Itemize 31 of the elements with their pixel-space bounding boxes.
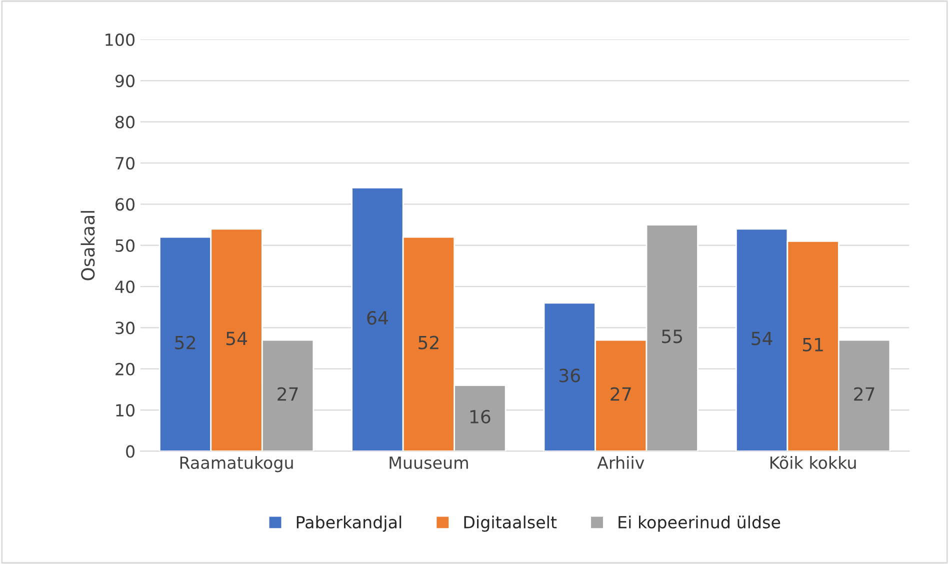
- y-axis-title: Osakaal: [80, 211, 95, 280]
- data-label: 27: [854, 387, 874, 401]
- y-tick-label: 10: [116, 404, 134, 417]
- y-tick-label: 80: [116, 116, 134, 128]
- legend-label: Ei kopeerinud üldse: [618, 516, 780, 532]
- data-label: 51: [802, 338, 823, 352]
- data-label: 27: [610, 387, 631, 401]
- x-tick-label: Raamatukogu: [180, 456, 293, 472]
- y-tick-label: 0: [126, 445, 134, 458]
- data-label: 64: [367, 311, 388, 325]
- data-label: 16: [470, 410, 490, 424]
- y-tick-label: 100: [106, 33, 134, 46]
- legend-label: Digitaalselt: [464, 516, 557, 532]
- x-tick-label: Muuseum: [390, 456, 468, 469]
- y-tick-label: 20: [116, 362, 134, 376]
- legend-label: Paberkandjal: [296, 516, 402, 532]
- y-tick-label: 90: [115, 74, 134, 88]
- data-label: 36: [560, 368, 580, 382]
- y-tick-label: 40: [115, 280, 134, 294]
- x-tick-label: Kõik kokku: [770, 456, 856, 469]
- y-tick-label: 60: [116, 198, 134, 211]
- data-label: 54: [752, 332, 772, 346]
- y-tick-label: 70: [116, 156, 134, 170]
- y-tick-label: 50: [116, 239, 134, 252]
- data-label: 55: [662, 330, 682, 344]
- x-tick-label: Arhiiv: [597, 456, 644, 469]
- y-tick-label: 30: [116, 322, 134, 334]
- data-label: 54: [226, 332, 248, 346]
- data-label: 27: [278, 387, 298, 401]
- data-label: 52: [175, 336, 195, 350]
- data-label: 52: [418, 336, 438, 350]
